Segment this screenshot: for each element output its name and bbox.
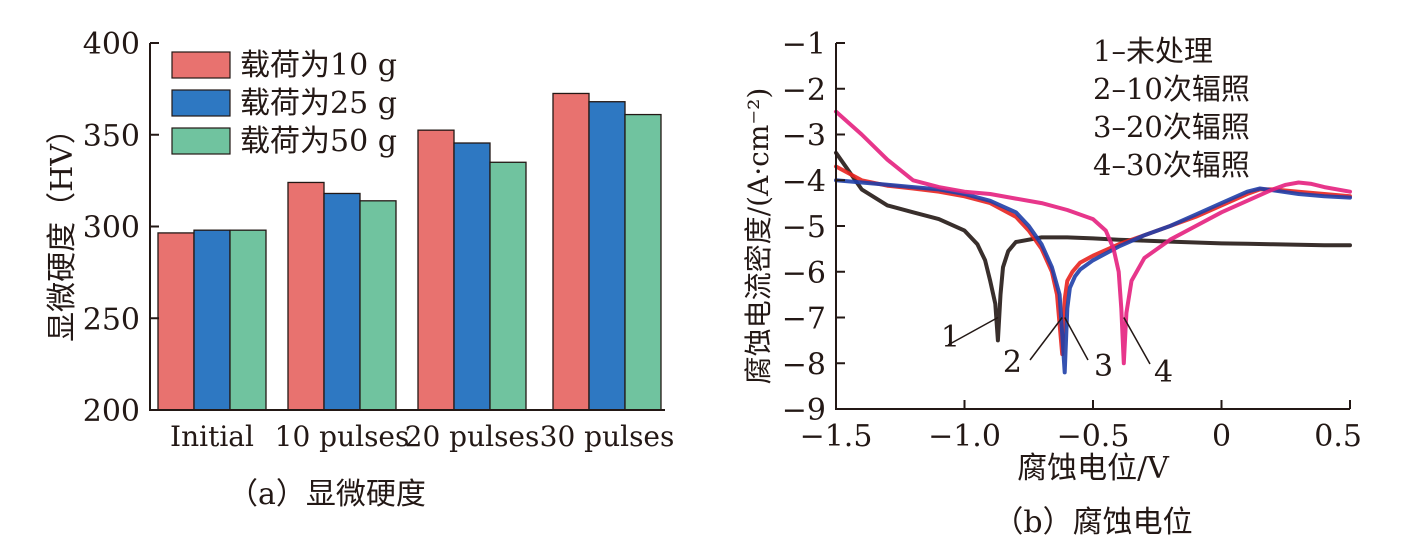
curve-number-label: 1 bbox=[941, 320, 960, 355]
y-tick-label: −1 bbox=[782, 27, 826, 62]
legend-swatch bbox=[171, 127, 231, 155]
y-tick-label: −7 bbox=[782, 302, 826, 337]
x-tick-label: −0.5 bbox=[1057, 419, 1130, 454]
polarization-curve-3 bbox=[834, 178, 1352, 375]
y-tick-label: −5 bbox=[782, 210, 826, 245]
bar bbox=[193, 229, 231, 411]
callout-line bbox=[1029, 317, 1063, 361]
legend-entry: 1–未处理 bbox=[1093, 34, 1213, 68]
callout-line bbox=[1064, 317, 1089, 361]
curve-number-label: 4 bbox=[1154, 355, 1173, 390]
bar bbox=[453, 142, 491, 411]
y-tick-label: 350 bbox=[83, 119, 140, 154]
y-tick-label: 250 bbox=[83, 302, 140, 337]
legend-swatch bbox=[171, 89, 231, 117]
bar bbox=[489, 161, 527, 411]
curve-number-label: 3 bbox=[1094, 349, 1113, 384]
legend-label: 载荷为25 g bbox=[240, 86, 397, 121]
x-tick-label: 10 pulses bbox=[275, 420, 410, 453]
x-tick-label: 0.5 bbox=[1314, 419, 1362, 454]
y-tick-label: −2 bbox=[782, 73, 826, 108]
b-caption: （b）腐蚀电位 bbox=[993, 505, 1192, 540]
bar bbox=[359, 200, 397, 411]
bar bbox=[323, 192, 361, 411]
b-curve-labels: 1 2 3 4 bbox=[941, 316, 1173, 390]
bar bbox=[417, 129, 455, 411]
y-tick-label: −8 bbox=[782, 347, 826, 382]
x-tick-label: −1.5 bbox=[800, 419, 873, 454]
a-caption: （a）显微硬度 bbox=[228, 477, 426, 512]
y-tick-label: 400 bbox=[83, 27, 140, 62]
x-tick-label: 0 bbox=[1212, 419, 1231, 454]
curve-number-label: 2 bbox=[1003, 345, 1022, 380]
x-tick-label: 30 pulses bbox=[540, 420, 675, 453]
y-tick-label: 200 bbox=[83, 394, 140, 429]
bar bbox=[229, 229, 267, 411]
y-tick-label: −4 bbox=[782, 164, 826, 199]
legend-entry: 4–30次辐照 bbox=[1093, 148, 1250, 182]
x-tick-label: −1.0 bbox=[928, 419, 1001, 454]
b-x-ticks: −1.5 −1.0 −0.5 0 0.5 bbox=[800, 400, 1362, 454]
b-y-axis-label: 腐蚀电流密度/(A·cm⁻²) bbox=[742, 88, 775, 385]
callout-line bbox=[1123, 317, 1151, 365]
polarization-curve-4 bbox=[834, 109, 1352, 366]
b-legend: 1–未处理 2–10次辐照 3–20次辐照 4–30次辐照 bbox=[1093, 34, 1250, 182]
y-tick-label: 300 bbox=[83, 211, 140, 246]
legend-entry: 3–20次辐照 bbox=[1093, 110, 1250, 144]
x-tick-label: 20 pulses bbox=[405, 420, 540, 453]
legend-swatch bbox=[171, 51, 231, 79]
legend-entry: 2–10次辐照 bbox=[1093, 72, 1250, 106]
callout-line bbox=[947, 316, 999, 346]
bar bbox=[552, 92, 590, 411]
b-x-axis-label: 腐蚀电位/V bbox=[1017, 451, 1170, 486]
hardness-bars bbox=[157, 92, 662, 411]
legend-label: 载荷为10 g bbox=[240, 48, 397, 83]
y-tick-label: −9 bbox=[782, 393, 826, 428]
bar bbox=[588, 101, 626, 411]
bar bbox=[624, 113, 662, 411]
bar bbox=[287, 181, 325, 411]
polarization-chart: −9 −8 −7 −6 −5 −4 −3 −2 −1 −1.5 −1.0 −0.5 0 0.5 1–未处… bbox=[742, 27, 1362, 540]
bar bbox=[157, 232, 195, 411]
a-y-axis-label: 显微硬度（HV） bbox=[45, 114, 80, 342]
polarization-curve-1 bbox=[834, 150, 1352, 343]
b-y-ticks: −9 −8 −7 −6 −5 −4 −3 −2 −1 bbox=[782, 27, 845, 428]
y-tick-label: −3 bbox=[782, 119, 826, 154]
a-y-ticks: 200 250 300 350 400 bbox=[83, 27, 159, 429]
polarization-curves bbox=[834, 109, 1352, 375]
y-tick-label: −6 bbox=[782, 256, 826, 291]
x-tick-label: Initial bbox=[170, 420, 254, 453]
legend-label: 载荷为50 g bbox=[240, 124, 397, 159]
